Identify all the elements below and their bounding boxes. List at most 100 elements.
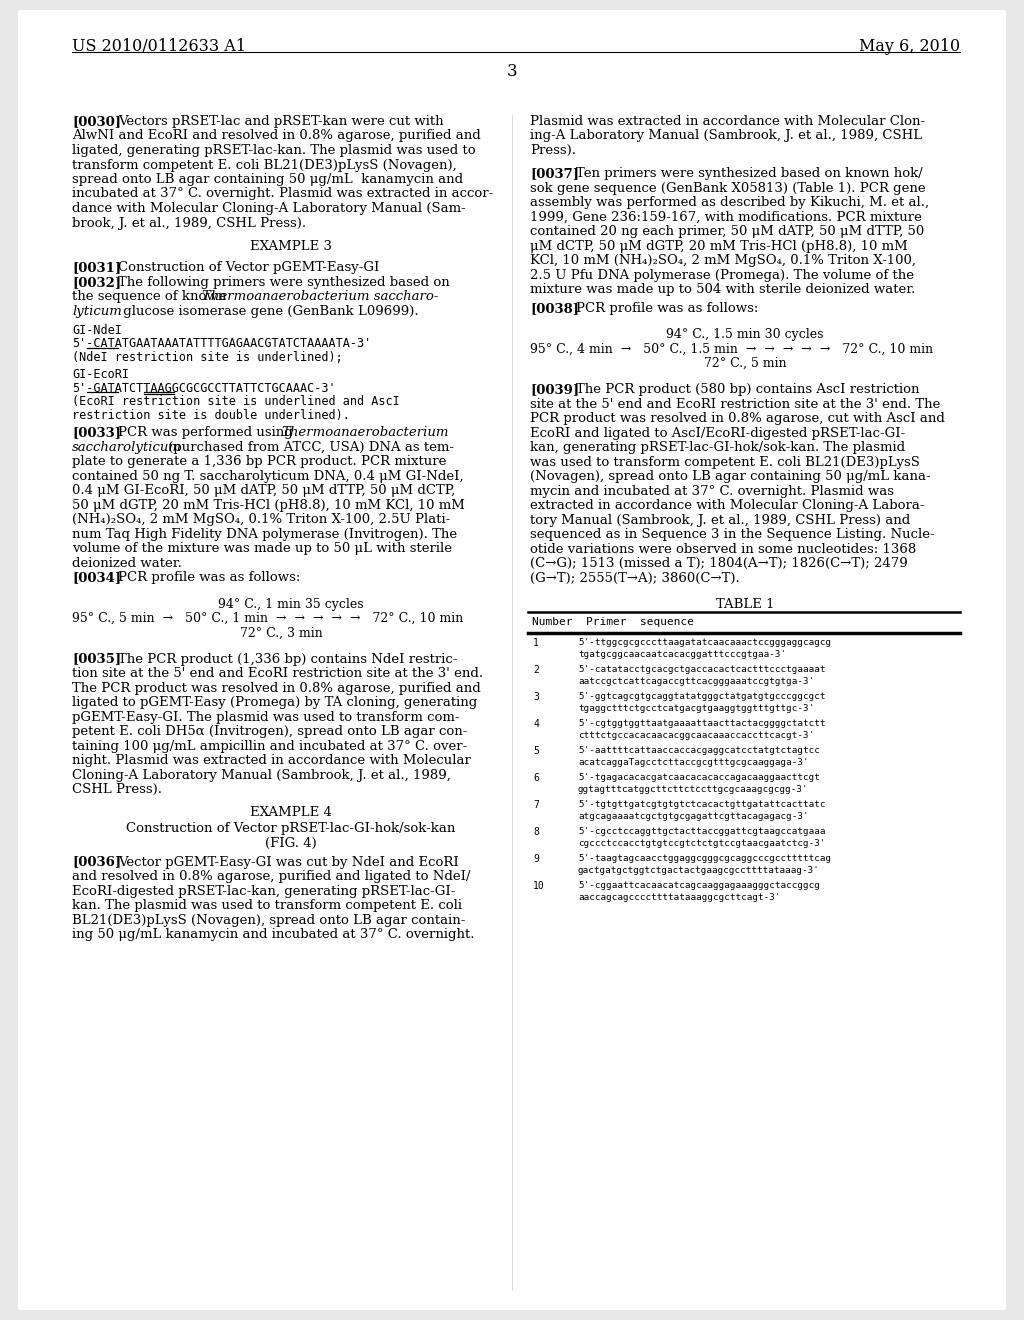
Text: Vector pGEMT-Easy-GI was cut by NdeI and EcoRI: Vector pGEMT-Easy-GI was cut by NdeI and… — [118, 855, 459, 869]
Text: [0036]: [0036] — [72, 855, 121, 869]
Text: (G→T); 2555(T→A); 3860(C→T).: (G→T); 2555(T→A); 3860(C→T). — [530, 572, 739, 585]
Text: assembly was performed as described by Kikuchi, M. et al.,: assembly was performed as described by K… — [530, 197, 929, 209]
Text: The PCR product (1,336 bp) contains NdeI restric-: The PCR product (1,336 bp) contains NdeI… — [118, 652, 458, 665]
Text: ing-A Laboratory Manual (Sambrook, J. et al., 1989, CSHL: ing-A Laboratory Manual (Sambrook, J. et… — [530, 129, 923, 143]
Text: tion site at the 5' end and EcoRI restriction site at the 3' end.: tion site at the 5' end and EcoRI restri… — [72, 667, 483, 680]
Text: the sequence of known: the sequence of known — [72, 290, 230, 304]
Text: 0.4 μM GI-EcoRI, 50 μM dATP, 50 μM dTTP, 50 μM dCTP,: 0.4 μM GI-EcoRI, 50 μM dATP, 50 μM dTTP,… — [72, 484, 456, 498]
Text: 1: 1 — [534, 638, 539, 648]
Text: [0035]: [0035] — [72, 652, 121, 665]
Text: 1999, Gene 236:159-167, with modifications. PCR mixture: 1999, Gene 236:159-167, with modificatio… — [530, 211, 922, 223]
Text: [0034]: [0034] — [72, 572, 121, 585]
Text: (NH₄)₂SO₄, 2 mM MgSO₄, 0.1% Triton X-100, 2.5U Plati-: (NH₄)₂SO₄, 2 mM MgSO₄, 0.1% Triton X-100… — [72, 513, 451, 527]
Text: saccharolyticum: saccharolyticum — [72, 441, 182, 454]
Text: GI-NdeI: GI-NdeI — [72, 323, 122, 337]
Text: extracted in accordance with Molecular Cloning-A Labora-: extracted in accordance with Molecular C… — [530, 499, 925, 512]
Text: 72° C., 3 min: 72° C., 3 min — [240, 627, 323, 639]
Text: 94° C., 1.5 min 30 cycles: 94° C., 1.5 min 30 cycles — [667, 329, 823, 341]
Text: contained 20 ng each primer, 50 μM dATP, 50 μM dTTP, 50: contained 20 ng each primer, 50 μM dATP,… — [530, 226, 925, 238]
Text: TABLE 1: TABLE 1 — [716, 598, 774, 611]
Text: 5'-GATATCTTAAGGCGCGCCTTATTCTGCAAAC-3': 5'-GATATCTTAAGGCGCGCCTTATTCTGCAAAC-3' — [72, 381, 336, 395]
Text: lyticum: lyticum — [72, 305, 122, 318]
Text: (FIG. 4): (FIG. 4) — [265, 837, 316, 850]
Text: brook, J. et al., 1989, CSHL Press).: brook, J. et al., 1989, CSHL Press). — [72, 216, 306, 230]
Text: 4: 4 — [534, 719, 539, 729]
Text: PCR was performed using: PCR was performed using — [118, 426, 297, 440]
Text: (C→G); 1513 (missed a T); 1804(A→T); 1826(C→T); 2479: (C→G); 1513 (missed a T); 1804(A→T); 182… — [530, 557, 907, 570]
Text: glucose isomerase gene (GenBank L09699).: glucose isomerase gene (GenBank L09699). — [119, 305, 419, 318]
Text: tgatgcggcaacaatcacacggatttcccgtgaa-3': tgatgcggcaacaatcacacggatttcccgtgaa-3' — [578, 651, 786, 660]
Text: [0033]: [0033] — [72, 426, 121, 440]
Text: AlwNI and EcoRI and resolved in 0.8% agarose, purified and: AlwNI and EcoRI and resolved in 0.8% aga… — [72, 129, 480, 143]
Text: contained 50 ng T. saccharolyticum DNA, 0.4 μM GI-NdeI,: contained 50 ng T. saccharolyticum DNA, … — [72, 470, 464, 483]
Text: 5'-aattttcattaaccaccacgaggcatcctatgtctagtcc: 5'-aattttcattaaccaccacgaggcatcctatgtctag… — [578, 746, 820, 755]
Text: sok gene sequence (GenBank X05813) (Table 1). PCR gene: sok gene sequence (GenBank X05813) (Tabl… — [530, 182, 926, 195]
Text: 6: 6 — [534, 772, 539, 783]
Text: kan. The plasmid was used to transform competent E. coli: kan. The plasmid was used to transform c… — [72, 899, 462, 912]
Text: pGEMT-Easy-GI. The plasmid was used to transform com-: pGEMT-Easy-GI. The plasmid was used to t… — [72, 710, 460, 723]
Text: US 2010/0112633 A1: US 2010/0112633 A1 — [72, 38, 246, 55]
Text: num Taq High Fidelity DNA polymerase (Invitrogen). The: num Taq High Fidelity DNA polymerase (In… — [72, 528, 457, 541]
Text: 95° C., 4 min  →   50° C., 1.5 min  →  →  →  →  →   72° C., 10 min: 95° C., 4 min → 50° C., 1.5 min → → → → … — [530, 343, 933, 355]
Text: night. Plasmid was extracted in accordance with Molecular: night. Plasmid was extracted in accordan… — [72, 754, 471, 767]
Text: aatccgctcattcagaccgttcacgggaaatccgtgtga-3': aatccgctcattcagaccgttcacgggaaatccgtgtga-… — [578, 677, 814, 686]
Text: [0038]: [0038] — [530, 302, 579, 315]
Text: ligated to pGEMT-Easy (Promega) by TA cloning, generating: ligated to pGEMT-Easy (Promega) by TA cl… — [72, 696, 477, 709]
Text: May 6, 2010: May 6, 2010 — [859, 38, 961, 55]
Text: Ten primers were synthesized based on known hok/: Ten primers were synthesized based on kn… — [575, 168, 923, 181]
Text: 3: 3 — [507, 63, 517, 81]
Text: The following primers were synthesized based on: The following primers were synthesized b… — [118, 276, 450, 289]
Text: PCR product was resolved in 0.8% agarose, cut with AscI and: PCR product was resolved in 0.8% agarose… — [530, 412, 945, 425]
Text: EcoRI-digested pRSET-lac-kan, generating pRSET-lac-GI-: EcoRI-digested pRSET-lac-kan, generating… — [72, 884, 456, 898]
Text: 2: 2 — [534, 665, 539, 675]
Text: 2.5 U Pfu DNA polymerase (Promega). The volume of the: 2.5 U Pfu DNA polymerase (Promega). The … — [530, 269, 914, 281]
Text: deionized water.: deionized water. — [72, 557, 182, 570]
Text: atgcagaaaatcgctgtgcgagattcgttacagagacg-3': atgcagaaaatcgctgtgcgagattcgttacagagacg-3… — [578, 812, 809, 821]
Text: Number  Primer  sequence: Number Primer sequence — [532, 618, 694, 627]
Text: [0032]: [0032] — [72, 276, 121, 289]
Text: 3: 3 — [534, 692, 539, 702]
Text: [0030]: [0030] — [72, 115, 121, 128]
Text: CSHL Press).: CSHL Press). — [72, 783, 162, 796]
Text: 5'-taagtagcaacctggaggcgggcgcaggcccgcctttttcag: 5'-taagtagcaacctggaggcgggcgcaggcccgccttt… — [578, 854, 831, 863]
Text: The PCR product (580 bp) contains AscI restriction: The PCR product (580 bp) contains AscI r… — [575, 383, 920, 396]
Text: 9: 9 — [534, 854, 539, 863]
Text: sequenced as in Sequence 3 in the Sequence Listing. Nucle-: sequenced as in Sequence 3 in the Sequen… — [530, 528, 935, 541]
Text: GI-EcoRI: GI-EcoRI — [72, 368, 129, 381]
Text: plate to generate a 1,336 bp PCR product. PCR mixture: plate to generate a 1,336 bp PCR product… — [72, 455, 446, 469]
Text: acatcaggaTagcctcttaccgcgtttgcgcaaggaga-3': acatcaggaTagcctcttaccgcgtttgcgcaaggaga-3… — [578, 759, 809, 767]
Text: otide variations were observed in some nucleotides: 1368: otide variations were observed in some n… — [530, 543, 916, 556]
Text: restriction site is double underlined).: restriction site is double underlined). — [72, 409, 350, 422]
Text: ctttctgccacacaacacggcaacaaaccaccttcacgt-3': ctttctgccacacaacacggcaacaaaccaccttcacgt-… — [578, 731, 814, 741]
Text: transform competent E. coli BL21(DE3)pLysS (Novagen),: transform competent E. coli BL21(DE3)pLy… — [72, 158, 457, 172]
Text: [0039]: [0039] — [530, 383, 580, 396]
Text: spread onto LB agar containing 50 μg/mL  kanamycin and: spread onto LB agar containing 50 μg/mL … — [72, 173, 463, 186]
Text: 50 μM dGTP, 20 mM Tris-HCl (pH8.8), 10 mM KCl, 10 mM: 50 μM dGTP, 20 mM Tris-HCl (pH8.8), 10 m… — [72, 499, 465, 512]
Text: EcoRI and ligated to AscI/EcoRI-digested pRSET-lac-GI-: EcoRI and ligated to AscI/EcoRI-digested… — [530, 426, 905, 440]
Text: μM dCTP, 50 μM dGTP, 20 mM Tris-HCl (pH8.8), 10 mM: μM dCTP, 50 μM dGTP, 20 mM Tris-HCl (pH8… — [530, 240, 907, 252]
Text: petent E. coli DH5α (Invitrogen), spread onto LB agar con-: petent E. coli DH5α (Invitrogen), spread… — [72, 725, 467, 738]
Text: The PCR product was resolved in 0.8% agarose, purified and: The PCR product was resolved in 0.8% aga… — [72, 681, 480, 694]
Text: PCR profile was as follows:: PCR profile was as follows: — [118, 572, 300, 585]
Text: (purchased from ATCC, USA) DNA as tem-: (purchased from ATCC, USA) DNA as tem- — [164, 441, 454, 454]
Text: 94° C., 1 min 35 cycles: 94° C., 1 min 35 cycles — [218, 598, 364, 611]
Text: (NdeI restriction site is underlined);: (NdeI restriction site is underlined); — [72, 351, 343, 364]
Text: Construction of Vector pRSET-lac-GI-hok/sok-kan: Construction of Vector pRSET-lac-GI-hok/… — [126, 822, 456, 836]
Text: 5'-cgcctccaggttgctacttaccggattcgtaagccatgaaa: 5'-cgcctccaggttgctacttaccggattcgtaagccat… — [578, 826, 825, 836]
Text: gactgatgctggtctgactactgaagcgccttttataaag-3': gactgatgctggtctgactactgaagcgccttttataaag… — [578, 866, 820, 875]
Text: volume of the mixture was made up to 50 μL with sterile: volume of the mixture was made up to 50 … — [72, 543, 452, 556]
Text: 5'-CATATGAATAAATATTTTGAGAACGTATCTAAAATA-3': 5'-CATATGAATAAATATTTTGAGAACGTATCTAAAATA-… — [72, 338, 372, 350]
Text: dance with Molecular Cloning-A Laboratory Manual (Sam-: dance with Molecular Cloning-A Laborator… — [72, 202, 466, 215]
Text: and resolved in 0.8% agarose, purified and ligated to NdeI/: and resolved in 0.8% agarose, purified a… — [72, 870, 470, 883]
Text: [0037]: [0037] — [530, 168, 579, 181]
Text: Thermoanaerobacterium saccharo-: Thermoanaerobacterium saccharo- — [202, 290, 438, 304]
Text: Construction of Vector pGEMT-Easy-GI: Construction of Vector pGEMT-Easy-GI — [118, 261, 379, 275]
Text: ligated, generating pRSET-lac-kan. The plasmid was used to: ligated, generating pRSET-lac-kan. The p… — [72, 144, 475, 157]
Text: 5'-cggaattcacaacatcagcaaggagaaagggctaccggcg: 5'-cggaattcacaacatcagcaaggagaaagggctaccg… — [578, 880, 820, 890]
Text: Press).: Press). — [530, 144, 575, 157]
Text: 5'-ggtcagcgtgcaggtatatgggctatgatgtgcccggcgct: 5'-ggtcagcgtgcaggtatatgggctatgatgtgcccgg… — [578, 692, 825, 701]
Text: Vectors pRSET-lac and pRSET-kan were cut with: Vectors pRSET-lac and pRSET-kan were cut… — [118, 115, 443, 128]
Text: 5'-tgagacacacgatcaacacacaccagacaaggaacttcgt: 5'-tgagacacacgatcaacacacaccagacaaggaactt… — [578, 772, 820, 781]
Text: tory Manual (Sambrook, J. et al., 1989, CSHL Press) and: tory Manual (Sambrook, J. et al., 1989, … — [530, 513, 910, 527]
Text: site at the 5' end and EcoRI restriction site at the 3' end. The: site at the 5' end and EcoRI restriction… — [530, 397, 940, 411]
